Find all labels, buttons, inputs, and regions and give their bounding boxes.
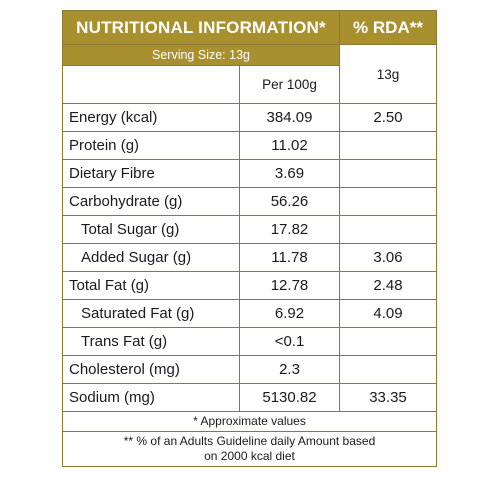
row-rda: 2.50 — [339, 103, 437, 132]
nutrition-table: NUTRITIONAL INFORMATION* % RDA** Serving… — [62, 10, 437, 467]
table-row: Total Sugar (g) 17.82 — [62, 215, 437, 244]
row-label: Total Fat (g) — [62, 271, 240, 300]
row-per100: 11.02 — [239, 131, 340, 160]
row-per100: 6.92 — [239, 299, 340, 328]
row-rda — [339, 355, 437, 384]
row-per100: <0.1 — [239, 327, 340, 356]
row-label: Saturated Fat (g) — [62, 299, 240, 328]
nutrition-facts-card: NUTRITIONAL INFORMATION* % RDA** Serving… — [62, 10, 437, 467]
row-per100: 384.09 — [239, 103, 340, 132]
row-per100: 3.69 — [239, 159, 340, 188]
row-label: Sodium (mg) — [62, 383, 240, 412]
per-100g-header: Per 100g — [239, 65, 340, 104]
row-per100: 17.82 — [239, 215, 340, 244]
row-per100: 5130.82 — [239, 383, 340, 412]
row-label: Protein (g) — [62, 131, 240, 160]
row-label: Total Sugar (g) — [62, 215, 240, 244]
rda-title: % RDA** — [339, 10, 437, 45]
row-rda: 33.35 — [339, 383, 437, 412]
row-label: Trans Fat (g) — [62, 327, 240, 356]
table-row: Saturated Fat (g) 6.92 4.09 — [62, 299, 437, 328]
table-row: Cholesterol (mg) 2.3 — [62, 355, 437, 384]
row-label: Dietary Fibre — [62, 159, 240, 188]
row-label: Cholesterol (mg) — [62, 355, 240, 384]
row-label: Carbohydrate (g) — [62, 187, 240, 216]
rda-guideline-line1: ** % of an Adults Guideline daily Amount… — [123, 434, 376, 448]
rda-guideline-note: ** % of an Adults Guideline daily Amount… — [62, 431, 437, 467]
row-rda — [339, 327, 437, 356]
table-row: Added Sugar (g) 11.78 3.06 — [62, 243, 437, 272]
row-rda: 4.09 — [339, 299, 437, 328]
row-per100: 56.26 — [239, 187, 340, 216]
row-rda: 3.06 — [339, 243, 437, 272]
rda-portion: 13g — [339, 44, 437, 104]
row-rda — [339, 131, 437, 160]
row-rda — [339, 215, 437, 244]
table-row: Carbohydrate (g) 56.26 — [62, 187, 437, 216]
table-row: Total Fat (g) 12.78 2.48 — [62, 271, 437, 300]
row-rda — [339, 187, 437, 216]
table-row: Protein (g) 11.02 — [62, 131, 437, 160]
row-per100: 2.3 — [239, 355, 340, 384]
row-per100: 11.78 — [239, 243, 340, 272]
table-row: Trans Fat (g) <0.1 — [62, 327, 437, 356]
row-label: Energy (kcal) — [62, 103, 240, 132]
table-row: Energy (kcal) 384.09 2.50 — [62, 103, 437, 132]
approximate-values-note: * Approximate values — [62, 411, 437, 432]
row-rda: 2.48 — [339, 271, 437, 300]
row-per100: 12.78 — [239, 271, 340, 300]
row-rda — [339, 159, 437, 188]
rda-guideline-line2: on 2000 kcal diet — [204, 449, 295, 463]
blank-subheader — [62, 65, 240, 104]
table-row: Sodium (mg) 5130.82 33.35 — [62, 383, 437, 412]
nutrition-title: NUTRITIONAL INFORMATION* — [62, 10, 340, 45]
serving-size: Serving Size: 13g — [62, 44, 340, 66]
row-label: Added Sugar (g) — [62, 243, 240, 272]
table-row: Dietary Fibre 3.69 — [62, 159, 437, 188]
